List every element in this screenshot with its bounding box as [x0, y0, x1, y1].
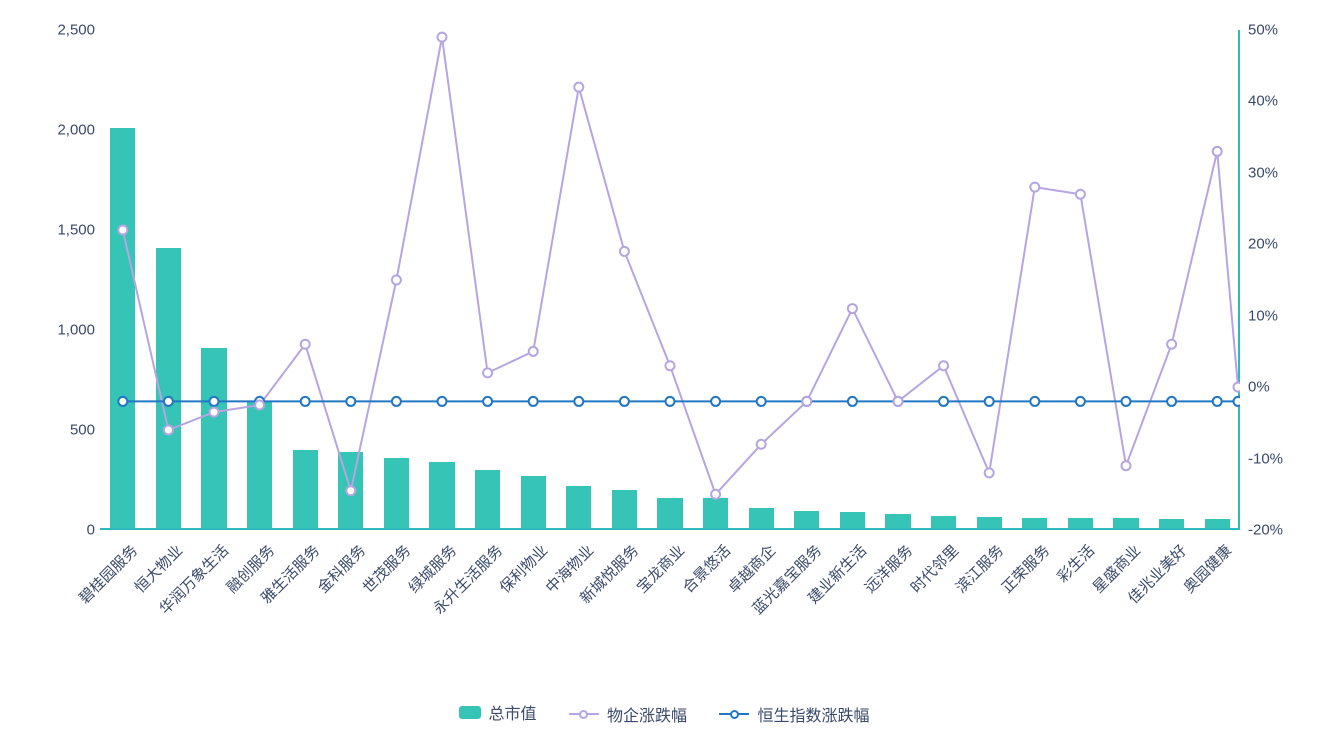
legend-label-bar: 总市值 [489, 700, 537, 724]
bar [931, 516, 956, 528]
bar [840, 512, 865, 528]
bar [612, 490, 637, 528]
legend-dot2 [730, 710, 739, 719]
legend: 总市值 物企涨跌幅 恒生指数涨跌幅 [0, 700, 1328, 726]
y-right-tick: 10% [1248, 307, 1278, 324]
x-label: 滨江服务 [951, 540, 1008, 597]
bar [156, 248, 181, 528]
bar [247, 402, 272, 528]
bar [657, 498, 682, 528]
bar [429, 462, 454, 528]
x-label: 碧桂园服务 [74, 540, 142, 608]
y-left-tick: 0 [50, 522, 95, 539]
x-label: 时代邻里 [905, 540, 962, 597]
legend-item-line2: 恒生指数涨跌幅 [719, 702, 869, 726]
y-right-tick: 50% [1248, 22, 1278, 39]
x-label: 宝龙商业 [632, 540, 689, 597]
y-left-tick: 2,500 [50, 22, 95, 39]
legend-swatch-line1 [569, 707, 599, 721]
legend-label-line2: 恒生指数涨跌幅 [757, 702, 869, 726]
y-left-tick: 1,500 [50, 222, 95, 239]
bar [1068, 518, 1093, 528]
bar [794, 511, 819, 528]
y-right-tick: 20% [1248, 236, 1278, 253]
y-right-tick: -20% [1248, 522, 1283, 539]
plot-area [100, 30, 1240, 530]
bar [521, 476, 546, 528]
chart-container: 05001,0001,5002,0002,500 -20%-10%0%10%20… [50, 30, 1290, 590]
y-axis-right: -20%-10%0%10%20%30%40%50% [1240, 30, 1290, 530]
bar [566, 486, 591, 528]
x-label: 世茂服务 [358, 540, 415, 597]
y-left-tick: 500 [50, 422, 95, 439]
bar [1022, 518, 1047, 528]
x-label: 合景悠活 [677, 540, 734, 597]
x-label: 正荣服务 [996, 540, 1053, 597]
y-left-tick: 1,000 [50, 322, 95, 339]
y-left-tick: 2,000 [50, 122, 95, 139]
bar [1113, 518, 1138, 528]
y-right-tick: -10% [1248, 450, 1283, 467]
y-axis-left: 05001,0001,5002,0002,500 [50, 30, 100, 530]
bar [1205, 519, 1230, 528]
y-right-tick: 40% [1248, 93, 1278, 110]
legend-label-line1: 物企涨跌幅 [607, 702, 687, 726]
y-right-tick: 0% [1248, 379, 1270, 396]
bar [885, 514, 910, 528]
bar [703, 498, 728, 528]
bar [749, 508, 774, 528]
bar [475, 470, 500, 528]
bar [384, 458, 409, 528]
x-label: 保利物业 [495, 540, 552, 597]
x-label: 远洋服务 [860, 540, 917, 597]
legend-swatch-line2 [719, 707, 749, 721]
legend-item-bar: 总市值 [459, 700, 537, 724]
bar [201, 348, 226, 528]
legend-dot1 [579, 710, 588, 719]
bar [293, 450, 318, 528]
bar [338, 452, 363, 528]
x-label: 金科服务 [312, 540, 369, 597]
bar [110, 128, 135, 528]
legend-item-line1: 物企涨跌幅 [569, 702, 687, 726]
y-right-tick: 30% [1248, 164, 1278, 181]
x-label: 奥园健康 [1179, 540, 1236, 597]
bar [977, 517, 1002, 528]
legend-swatch-bar [459, 706, 481, 719]
bar [1159, 519, 1184, 528]
